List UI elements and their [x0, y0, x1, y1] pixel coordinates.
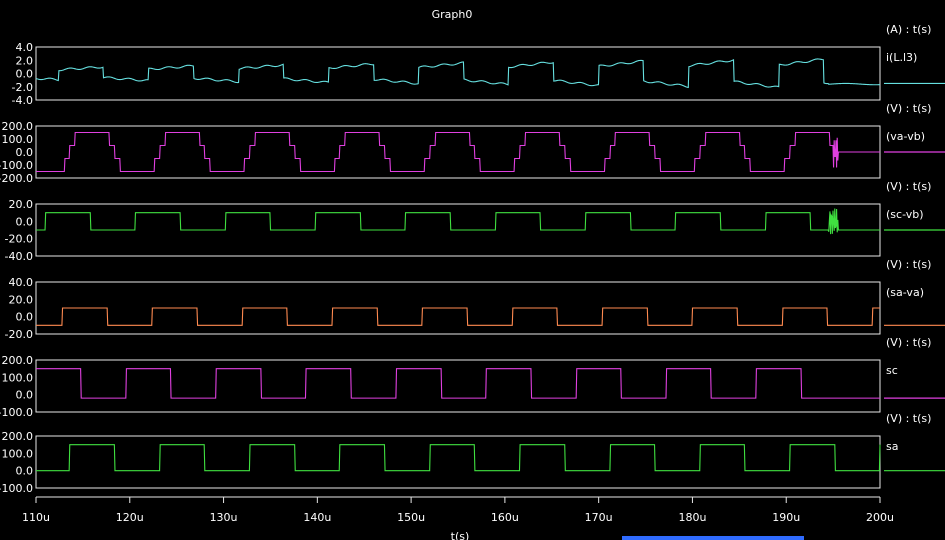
- y-tick-label: 100.0: [2, 371, 34, 384]
- series-name: sa: [886, 440, 898, 453]
- panel-(sc-vb): 20.0 0.0 -20.0 -40.0 (V) : t(s) (sc-vb): [5, 180, 945, 263]
- y-tick-label: -100.0: [0, 482, 33, 495]
- trace-(va-vb): [36, 131, 880, 173]
- y-tick-label: -100.0: [0, 159, 33, 172]
- y-tick-label: 200.0: [2, 430, 34, 443]
- plot-frame: [35, 359, 881, 413]
- trace-sa: [36, 444, 881, 472]
- y-tick-label: 0.0: [16, 465, 34, 478]
- y-tick-label: 200.0: [2, 354, 34, 367]
- x-tick-label: 180u: [678, 511, 706, 524]
- series-name: (sc-vb): [886, 208, 924, 221]
- series-name: (va-vb): [886, 130, 925, 143]
- x-tick-label: 140u: [303, 511, 331, 524]
- y-tick-label: 200.0: [2, 120, 34, 133]
- trace-sc: [36, 368, 880, 399]
- axis-unit-label: (V) : t(s): [886, 258, 931, 271]
- y-tick-label: -200.0: [0, 172, 33, 185]
- y-tick-label: 0.0: [16, 389, 34, 402]
- x-tick-label: 120u: [116, 511, 144, 524]
- y-tick-label: -2.0: [12, 81, 33, 94]
- panel-(sa-va): 40.0 20.0 0.0 -20.0 (V) : t(s) (sa-va): [5, 258, 945, 341]
- panel-sc: 200.0 100.0 0.0 -100.0 (V) : t(s) sc: [0, 336, 945, 419]
- series-name: sc: [886, 364, 898, 377]
- panel-i(L.l3): 4.02.00.0-2.0-4.0 (A) : t(s) i(L.l3): [12, 23, 945, 107]
- y-tick-label: -100.0: [0, 406, 33, 419]
- y-tick-label: -20.0: [5, 233, 33, 246]
- trace-(sc-vb): [36, 208, 880, 235]
- axis-unit-label: (A) : t(s): [886, 23, 931, 36]
- y-tick-label: 40.0: [9, 276, 34, 289]
- y-tick-label: 4.0: [16, 41, 34, 54]
- y-tick-label: -4.0: [12, 94, 33, 107]
- trace-i(L.l3): [35, 58, 881, 89]
- series-name: (sa-va): [886, 286, 924, 299]
- plot-frame: [35, 125, 881, 179]
- trace-(sa-va): [36, 307, 880, 326]
- y-tick-label: 100.0: [2, 447, 34, 460]
- graph-title: Graph0: [432, 8, 473, 21]
- y-tick-label: 0.0: [16, 68, 34, 81]
- horizontal-scrollbar[interactable]: [622, 536, 804, 540]
- axis-unit-label: (V) : t(s): [886, 180, 931, 193]
- y-tick-label: 20.0: [9, 293, 34, 306]
- y-tick-label: 100.0: [2, 133, 34, 146]
- y-tick-label: 0.0: [16, 215, 34, 228]
- y-tick-label: 0.0: [16, 146, 34, 159]
- x-tick-label: 160u: [491, 511, 519, 524]
- x-tick-label: 190u: [772, 511, 800, 524]
- y-tick-label: 2.0: [16, 54, 34, 67]
- x-tick-label: 110u: [22, 511, 50, 524]
- y-tick-label: 0.0: [16, 311, 34, 324]
- axis-unit-label: (V) : t(s): [886, 412, 931, 425]
- x-tick-label: 200u: [866, 511, 894, 524]
- plot-frame: [35, 435, 881, 489]
- x-tick-label: 130u: [210, 511, 238, 524]
- axis-unit-label: (V) : t(s): [886, 102, 931, 115]
- y-tick-label: 20.0: [9, 198, 34, 211]
- y-tick-label: -40.0: [5, 250, 33, 263]
- panel-sa: 200.0 100.0 0.0 -100.0 (V) : t(s) sa: [0, 412, 945, 495]
- plot-frame: [35, 46, 881, 101]
- y-tick-label: -20.0: [5, 328, 33, 341]
- x-tick-label: 150u: [397, 511, 425, 524]
- axis-unit-label: (V) : t(s): [886, 336, 931, 349]
- series-name: i(L.l3): [886, 51, 917, 64]
- x-tick-label: 170u: [585, 511, 613, 524]
- x-axis-label: t(s): [451, 530, 470, 540]
